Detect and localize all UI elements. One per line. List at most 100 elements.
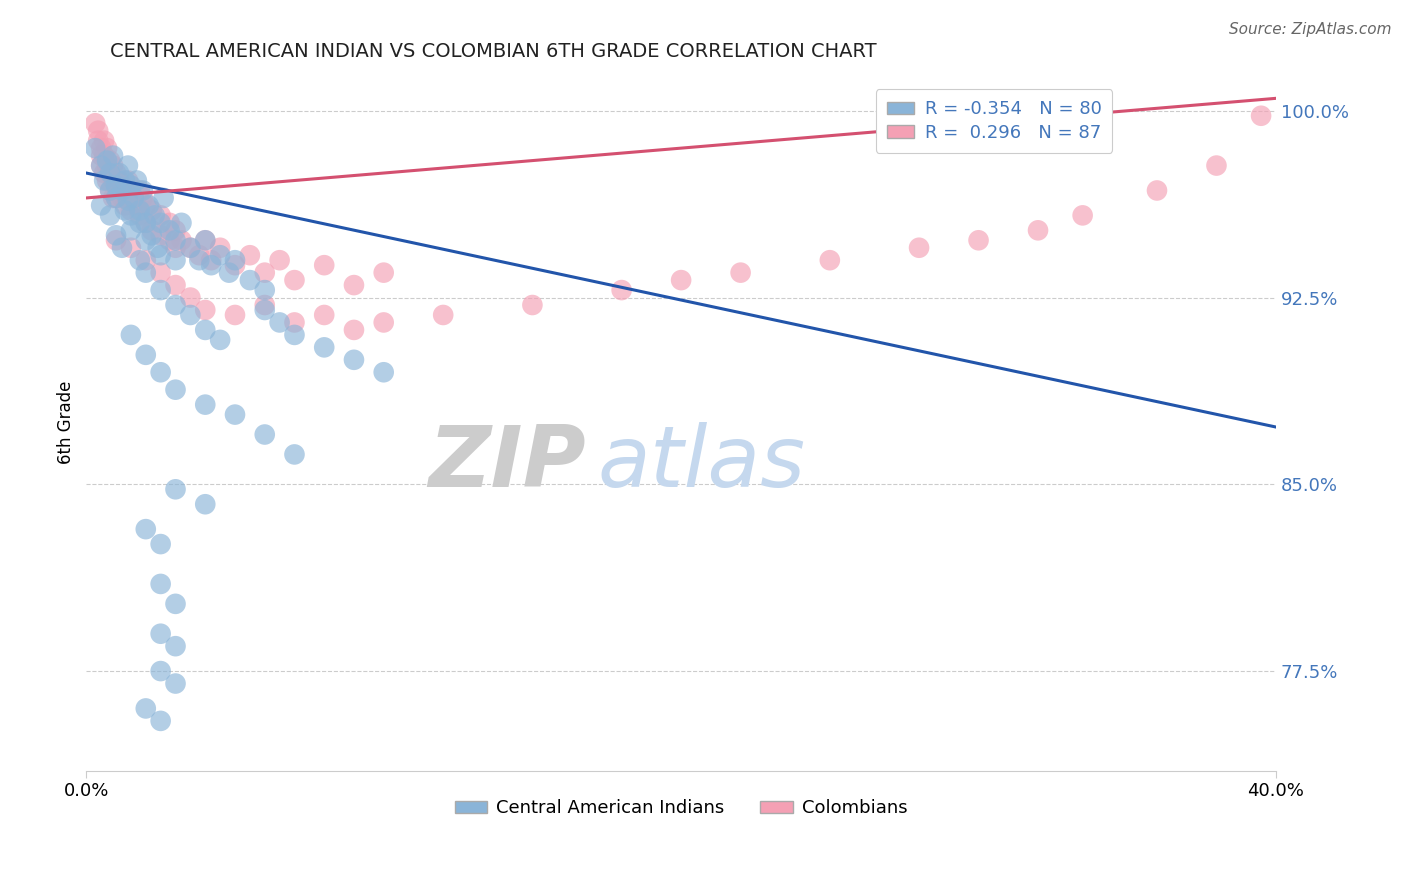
Point: [141, 228, 163, 243]
Point: [165, 676, 187, 690]
Point: [188, 248, 211, 262]
Point: [101, 173, 124, 187]
Point: [120, 203, 142, 218]
Point: [669, 273, 692, 287]
Point: [343, 352, 366, 367]
Point: [96, 173, 118, 187]
Point: [149, 537, 172, 551]
Point: [128, 208, 150, 222]
Point: [165, 233, 187, 247]
Point: [908, 241, 931, 255]
Point: [128, 216, 150, 230]
Point: [283, 327, 305, 342]
Point: [194, 497, 217, 511]
Point: [373, 315, 395, 329]
Point: [209, 333, 232, 347]
Point: [253, 427, 276, 442]
Point: [152, 191, 174, 205]
Point: [149, 216, 172, 230]
Point: [120, 327, 142, 342]
Point: [149, 208, 172, 222]
Point: [96, 141, 118, 155]
Point: [111, 178, 134, 193]
Point: [432, 308, 454, 322]
Point: [96, 159, 118, 173]
Point: [239, 248, 262, 262]
Point: [149, 228, 172, 243]
Point: [120, 241, 142, 255]
Text: atlas: atlas: [598, 423, 806, 506]
Point: [122, 191, 145, 205]
Point: [128, 184, 150, 198]
Point: [165, 278, 187, 293]
Point: [135, 216, 157, 230]
Point: [373, 365, 395, 379]
Point: [253, 298, 276, 312]
Point: [165, 597, 187, 611]
Point: [105, 191, 128, 205]
Point: [84, 141, 107, 155]
Text: ZIP: ZIP: [429, 423, 586, 506]
Point: [967, 233, 990, 247]
Point: [111, 184, 134, 198]
Point: [314, 308, 336, 322]
Point: [143, 208, 166, 222]
Point: [159, 223, 181, 237]
Point: [120, 178, 142, 193]
Point: [170, 216, 193, 230]
Point: [138, 198, 160, 212]
Point: [108, 166, 131, 180]
Point: [128, 203, 150, 218]
Point: [93, 166, 115, 180]
Point: [141, 203, 163, 218]
Point: [125, 198, 148, 212]
Point: [135, 216, 157, 230]
Point: [98, 166, 121, 180]
Point: [224, 308, 246, 322]
Point: [253, 283, 276, 297]
Point: [93, 148, 115, 162]
Point: [165, 483, 187, 497]
Point: [149, 266, 172, 280]
Point: [194, 233, 217, 247]
Point: [730, 266, 752, 280]
Point: [135, 701, 157, 715]
Point: [149, 248, 172, 262]
Point: [200, 253, 222, 268]
Point: [149, 577, 172, 591]
Point: [117, 159, 139, 173]
Point: [98, 153, 121, 168]
Y-axis label: 6th Grade: 6th Grade: [58, 380, 75, 464]
Point: [149, 626, 172, 640]
Point: [1071, 208, 1094, 222]
Point: [135, 348, 157, 362]
Point: [114, 173, 136, 187]
Point: [114, 203, 136, 218]
Point: [218, 266, 240, 280]
Point: [117, 194, 139, 208]
Point: [87, 134, 110, 148]
Point: [101, 159, 124, 173]
Point: [224, 253, 246, 268]
Point: [194, 398, 217, 412]
Point: [132, 191, 155, 205]
Point: [84, 116, 107, 130]
Point: [165, 253, 187, 268]
Point: [108, 173, 131, 187]
Point: [224, 258, 246, 272]
Point: [98, 184, 121, 198]
Point: [165, 241, 187, 255]
Point: [200, 258, 222, 272]
Point: [87, 124, 110, 138]
Point: [90, 198, 112, 212]
Point: [179, 241, 201, 255]
Point: [149, 283, 172, 297]
Point: [101, 148, 124, 162]
Point: [159, 216, 181, 230]
Point: [209, 241, 232, 255]
Point: [149, 664, 172, 678]
Point: [224, 408, 246, 422]
Point: [135, 233, 157, 247]
Point: [108, 184, 131, 198]
Point: [194, 303, 217, 318]
